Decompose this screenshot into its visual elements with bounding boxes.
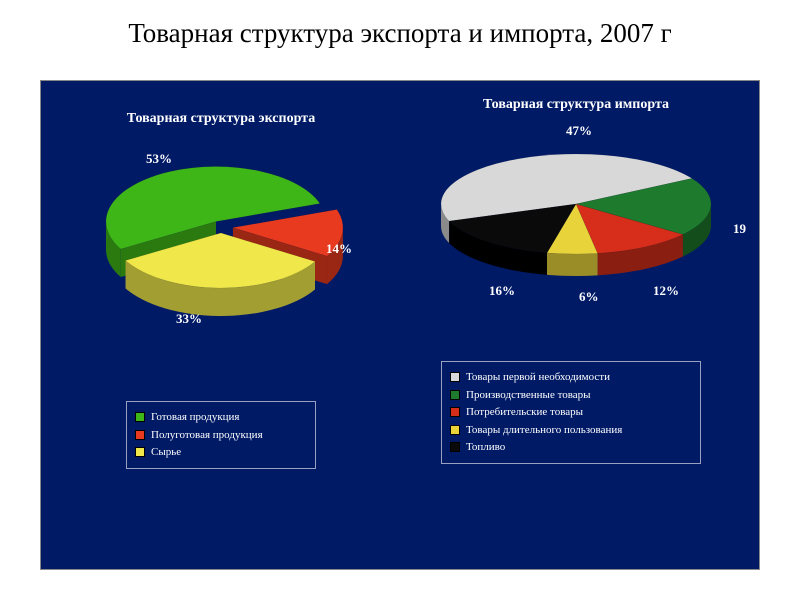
legend-label: Сырье — [151, 444, 181, 461]
import-pct-3: 6% — [579, 289, 599, 305]
import-pie-svg — [401, 119, 751, 299]
legend-label: Потребительские товары — [466, 404, 583, 421]
legend-swatch — [450, 442, 460, 452]
legend-item: Сырье — [135, 444, 307, 461]
legend-label: Готовая продукция — [151, 409, 240, 426]
export-chart: Товарная структура экспорта 53% 14% 33% — [61, 111, 381, 342]
pie-side — [547, 253, 598, 276]
legend-swatch — [450, 425, 460, 435]
import-pct-4: 16% — [489, 283, 515, 299]
content-area: Товарная структура экспорта 53% 14% 33% … — [40, 80, 760, 570]
export-pie-svg — [61, 137, 381, 337]
import-legend: Товары первой необходимостиПроизводствен… — [441, 361, 701, 464]
legend-item: Производственные товары — [450, 387, 692, 404]
legend-label: Товары первой необходимости — [466, 369, 610, 386]
export-pct-0: 53% — [146, 151, 172, 167]
legend-swatch — [450, 372, 460, 382]
export-chart-title: Товарная структура экспорта — [61, 111, 381, 127]
legend-item: Готовая продукция — [135, 409, 307, 426]
import-pct-1: 19 — [733, 221, 746, 237]
legend-item: Потребительские товары — [450, 404, 692, 421]
legend-label: Полуготовая продукция — [151, 427, 263, 444]
export-pct-2: 33% — [176, 311, 202, 327]
page-title: Товарная структура экспорта и импорта, 2… — [0, 0, 800, 49]
legend-swatch — [450, 407, 460, 417]
import-pct-0: 47% — [566, 123, 592, 139]
legend-swatch — [135, 412, 145, 422]
import-chart: Товарная структура импорта 47% 19 12% 6%… — [401, 97, 751, 304]
import-pct-2: 12% — [653, 283, 679, 299]
legend-swatch — [135, 430, 145, 440]
legend-item: Товары первой необходимости — [450, 369, 692, 386]
legend-swatch — [135, 447, 145, 457]
slide: Товарная структура экспорта и импорта, 2… — [0, 0, 800, 600]
legend-item: Топливо — [450, 439, 692, 456]
legend-label: Производственные товары — [466, 387, 591, 404]
export-pct-1: 14% — [326, 241, 352, 257]
export-legend: Готовая продукцияПолуготовая продукцияСы… — [126, 401, 316, 469]
import-chart-title: Товарная структура импорта — [401, 97, 751, 113]
legend-item: Товары длительного пользования — [450, 422, 692, 439]
legend-swatch — [450, 390, 460, 400]
legend-item: Полуготовая продукция — [135, 427, 307, 444]
legend-label: Товары длительного пользования — [466, 422, 622, 439]
legend-label: Топливо — [466, 439, 505, 456]
